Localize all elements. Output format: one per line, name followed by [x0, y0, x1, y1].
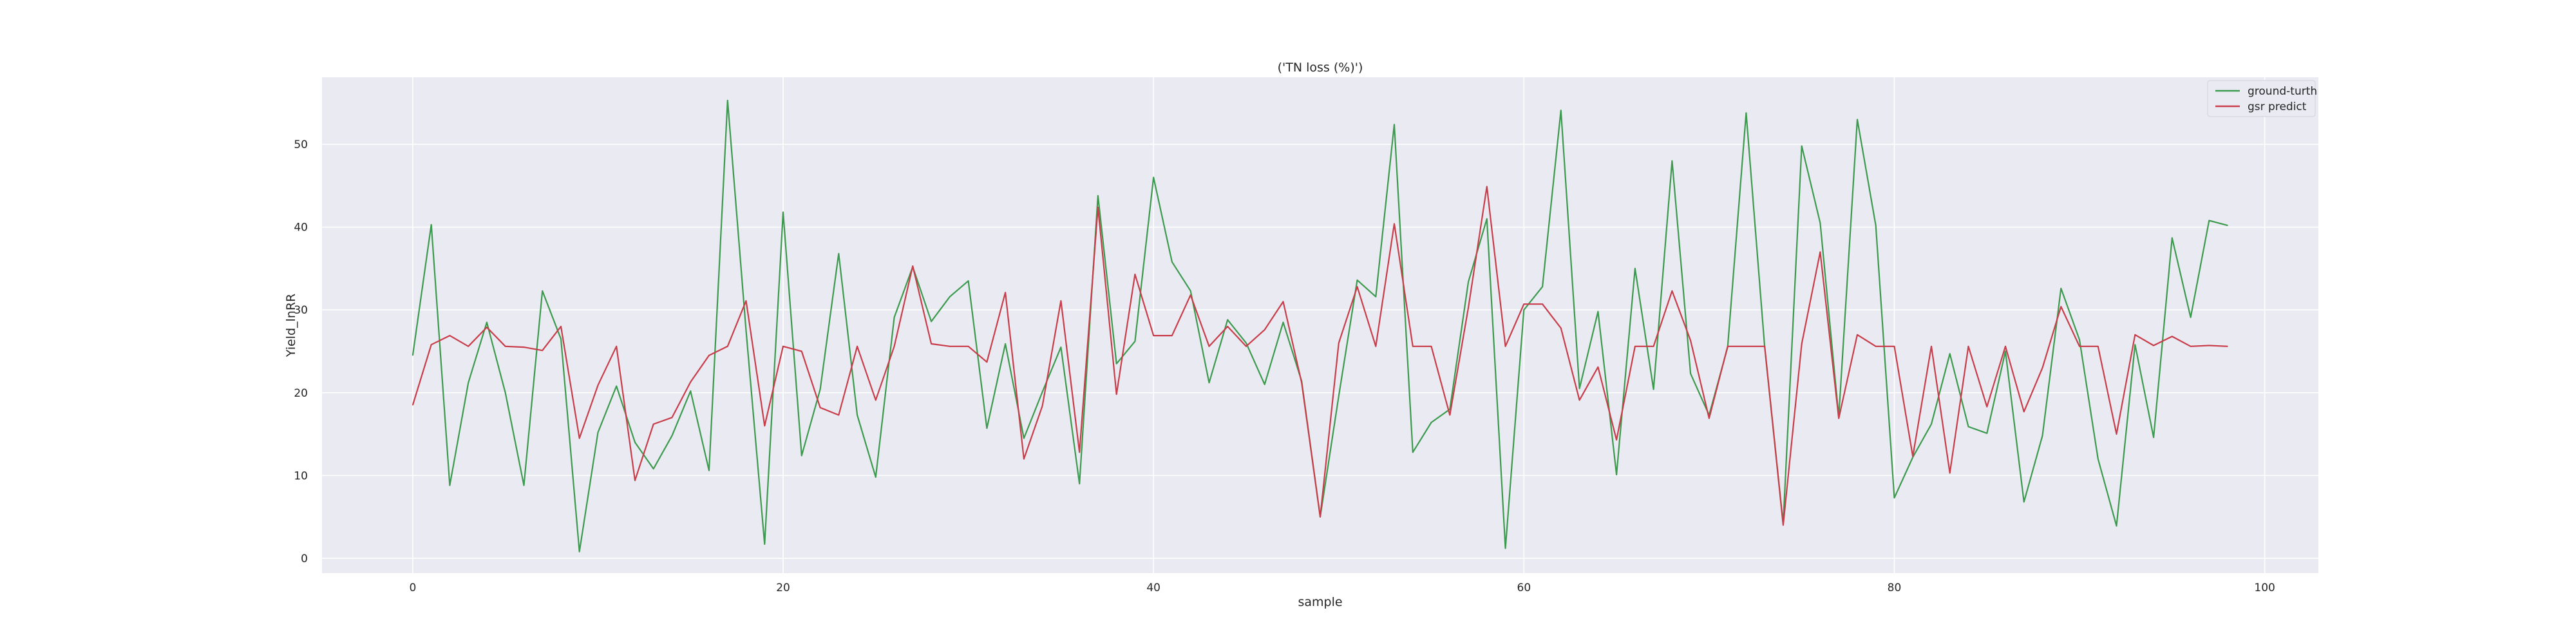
data-point: [1875, 225, 1877, 226]
data-point: [1079, 451, 1080, 453]
legend-box: [2207, 80, 2316, 117]
x-tick-label: 20: [776, 582, 790, 594]
y-axis: 0 10 20 30 40 50: [294, 138, 308, 565]
data-point: [542, 350, 543, 351]
data-point: [1005, 343, 1006, 345]
data-point: [690, 390, 691, 392]
y-tick-label: 0: [301, 553, 308, 565]
y-tick-label: 20: [294, 387, 308, 400]
data-point: [1542, 303, 1543, 305]
data-point: [2116, 433, 2117, 435]
data-point: [1468, 281, 1469, 283]
data-point: [931, 321, 932, 322]
data-point: [1616, 474, 1617, 475]
data-point: [1412, 451, 1414, 453]
legend-label: ground-turth: [2248, 85, 2317, 98]
data-point: [1653, 389, 1654, 390]
data-point: [1153, 176, 1154, 178]
data-point: [690, 381, 691, 383]
x-tick-label: 80: [1888, 582, 1902, 594]
data-point: [1967, 426, 1969, 428]
data-point: [875, 399, 876, 401]
x-tick-label: 60: [1517, 582, 1531, 594]
data-point: [1356, 279, 1358, 281]
data-point: [1505, 547, 1506, 549]
data-point: [1690, 340, 1691, 341]
data-point: [782, 211, 784, 213]
data-point: [1893, 497, 1895, 498]
data-point: [708, 470, 710, 471]
data-point: [1190, 290, 1191, 292]
data-point: [542, 290, 543, 292]
data-point: [1486, 186, 1488, 187]
y-tick-label: 50: [294, 138, 308, 151]
data-point: [1116, 363, 1117, 365]
y-tick-label: 40: [294, 222, 308, 234]
x-tick-label: 40: [1146, 582, 1160, 594]
data-point: [1005, 292, 1006, 293]
legend: ground-turth gsr predict: [2207, 80, 2317, 117]
y-tick-label: 10: [294, 469, 308, 482]
data-point: [1190, 294, 1191, 296]
legend-label: gsr predict: [2248, 100, 2307, 113]
data-point: [579, 551, 580, 553]
data-point: [1579, 399, 1580, 401]
x-axis-label: sample: [1298, 595, 1342, 609]
data-point: [486, 327, 488, 328]
data-point: [1468, 307, 1469, 308]
plot-area: [322, 77, 2318, 573]
data-point: [653, 468, 654, 469]
data-point: [1227, 326, 1228, 327]
data-point: [801, 350, 802, 352]
data-point: [2208, 345, 2210, 346]
x-tick-label: 100: [2254, 582, 2275, 594]
data-point: [1579, 388, 1580, 389]
data-point: [1171, 261, 1173, 263]
data-point: [1097, 195, 1099, 196]
data-point: [838, 253, 839, 254]
y-tick-label: 30: [294, 304, 308, 317]
data-point: [486, 321, 488, 323]
data-point: [801, 455, 802, 457]
data-point: [949, 296, 951, 298]
data-point: [1634, 268, 1636, 269]
y-axis-label: Yield_lnRR: [284, 294, 298, 357]
data-point: [1023, 437, 1025, 439]
data-point: [1486, 218, 1488, 220]
data-point: [1560, 109, 1562, 111]
data-point: [2134, 334, 2136, 336]
data-point: [579, 437, 580, 439]
data-point: [1338, 395, 1340, 397]
series-1: [412, 185, 2228, 526]
data-point: [560, 326, 562, 327]
data-point: [1227, 319, 1228, 321]
x-tick-label: 0: [409, 582, 416, 594]
grid-lines: [322, 77, 2318, 573]
data-point: [1264, 329, 1265, 330]
data-point: [2208, 220, 2210, 221]
data-point: [931, 343, 932, 345]
x-axis: 0 20 40 60 80 100: [409, 582, 2275, 594]
data-point: [1801, 343, 1803, 345]
data-point: [1116, 393, 1117, 395]
data-point: [505, 392, 506, 393]
series-layer: [412, 99, 2228, 553]
chart-title: ('TN loss (%)'): [1278, 61, 1363, 75]
data-point: [1616, 439, 1617, 440]
data-point: [2041, 435, 2043, 437]
data-point: [412, 404, 413, 406]
